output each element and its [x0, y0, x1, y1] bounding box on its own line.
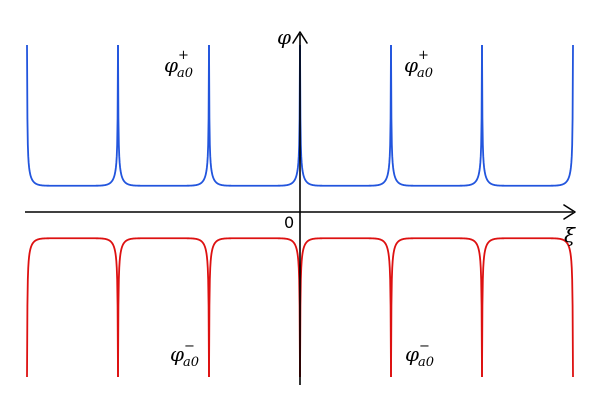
series-label-base: φ	[405, 342, 419, 366]
series-label-base: φ	[404, 53, 418, 77]
series-label-superscript: −	[184, 339, 195, 354]
x-axis-label: ξ	[564, 223, 576, 247]
y-axis	[292, 31, 308, 385]
series-label-lower-right: φ − a0	[405, 339, 434, 370]
lower-branch-6	[481, 237, 574, 378]
x-axis-arrowhead	[563, 204, 576, 220]
series-label-base: φ	[170, 342, 184, 366]
upper-branch-5	[390, 44, 483, 187]
origin-label: 0	[284, 213, 294, 232]
series-label-superscript: +	[178, 48, 189, 63]
x-axis	[25, 204, 576, 220]
series-label-subscript: a0	[418, 355, 434, 370]
upper-branch-6	[481, 44, 574, 187]
lower-branch-5	[390, 237, 483, 378]
upper-branch-3	[208, 44, 301, 187]
lower-branch-2	[117, 237, 210, 378]
series-label-subscript: a0	[183, 355, 199, 370]
series-label-lower-left: φ − a0	[170, 339, 199, 370]
upper-branch-4	[299, 44, 392, 187]
upper-branch-2	[117, 44, 210, 187]
y-axis-arrowhead	[292, 31, 308, 44]
series-label-base: φ	[164, 53, 178, 77]
lower-branch-1	[26, 237, 119, 378]
series-label-subscript: a0	[177, 66, 193, 81]
lower-branch-3	[208, 237, 301, 378]
series-label-upper-left: φ + a0	[164, 48, 193, 81]
series-label-superscript: +	[418, 48, 429, 63]
y-axis-label: φ	[277, 25, 291, 49]
curves-group	[26, 44, 574, 378]
series-label-subscript: a0	[417, 66, 433, 81]
series-label-upper-right: φ + a0	[404, 48, 433, 81]
series-label-superscript: −	[419, 339, 430, 354]
upper-branch-1	[26, 44, 119, 187]
lower-branch-4	[299, 237, 392, 378]
